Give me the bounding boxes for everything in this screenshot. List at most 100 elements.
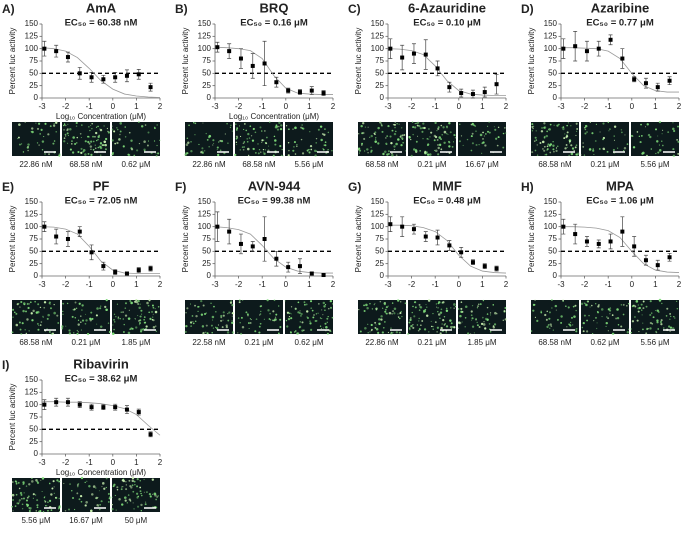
data-point xyxy=(400,224,405,229)
y-tick-label: 25 xyxy=(548,81,557,90)
cell xyxy=(97,146,99,149)
cell xyxy=(383,327,385,329)
cell xyxy=(123,496,127,499)
cell xyxy=(139,316,141,318)
cell xyxy=(440,138,442,140)
cell xyxy=(136,492,139,495)
y-tick-label: 25 xyxy=(375,259,384,268)
cell xyxy=(411,121,414,123)
cell xyxy=(638,135,641,138)
cell xyxy=(437,310,439,313)
cell xyxy=(147,304,150,307)
cell xyxy=(298,311,301,315)
cell xyxy=(671,327,675,330)
cell xyxy=(88,485,91,488)
cell xyxy=(475,144,478,146)
cell xyxy=(80,147,83,150)
cell xyxy=(231,304,234,307)
cell xyxy=(656,140,659,143)
y-tick-label: 100 xyxy=(544,222,558,231)
cell xyxy=(640,303,643,306)
cell xyxy=(369,331,371,333)
cell xyxy=(216,153,220,157)
cell xyxy=(553,151,555,153)
cell xyxy=(190,141,192,143)
cell xyxy=(190,150,193,153)
cell xyxy=(249,125,252,128)
cell xyxy=(387,305,389,307)
cell xyxy=(531,151,534,154)
cell xyxy=(399,300,402,303)
cell xyxy=(89,129,91,132)
cell xyxy=(96,139,98,142)
cell xyxy=(534,140,536,142)
cell xyxy=(331,303,334,305)
y-tick-label: 50 xyxy=(375,246,384,255)
cell xyxy=(185,324,188,328)
cell xyxy=(15,482,18,485)
cell xyxy=(555,147,558,149)
cell xyxy=(386,135,389,137)
cell xyxy=(397,313,399,315)
data-point xyxy=(435,66,440,71)
cell xyxy=(555,149,558,152)
cell xyxy=(24,329,26,331)
cell xyxy=(90,124,92,126)
cell xyxy=(28,507,30,509)
cell xyxy=(314,154,317,157)
cell xyxy=(227,142,229,144)
cell xyxy=(53,140,56,142)
cell xyxy=(127,317,131,320)
y-tick-label: 150 xyxy=(198,197,212,206)
cell xyxy=(234,153,237,156)
cell xyxy=(373,303,375,306)
cell xyxy=(47,501,49,504)
cell xyxy=(22,481,25,484)
image-label: 22.86 nM xyxy=(19,160,53,169)
cell xyxy=(568,323,570,325)
data-point xyxy=(584,49,589,54)
cell xyxy=(32,497,34,499)
fit-curve xyxy=(41,226,160,274)
cell xyxy=(238,301,241,304)
x-tick-label: 0 xyxy=(457,102,462,111)
image-label: 68.58 nM xyxy=(365,160,399,169)
cell xyxy=(436,130,438,132)
cell xyxy=(258,314,261,316)
image-label: 50 μM xyxy=(125,516,148,525)
cell xyxy=(672,127,675,131)
cell xyxy=(474,125,477,127)
cell xyxy=(285,125,288,127)
cell xyxy=(210,302,212,304)
cell xyxy=(130,139,133,142)
cell xyxy=(676,138,678,141)
cell xyxy=(275,313,278,316)
x-axis-label: Log₁₀ Concentration (μM) xyxy=(229,112,320,121)
cell xyxy=(231,130,233,132)
cell xyxy=(445,307,448,310)
cell xyxy=(257,143,259,145)
cell xyxy=(53,304,55,306)
data-point xyxy=(388,46,393,51)
cell xyxy=(142,328,145,331)
micrograph xyxy=(581,122,629,156)
cell xyxy=(642,328,644,331)
cell xyxy=(393,307,397,311)
cell xyxy=(207,136,211,139)
cell xyxy=(323,133,326,136)
cell xyxy=(311,309,314,312)
cell xyxy=(449,325,453,329)
cell xyxy=(602,147,606,151)
cell xyxy=(324,304,327,306)
cell xyxy=(390,141,393,145)
cell xyxy=(327,148,329,151)
cell xyxy=(23,303,26,306)
cell xyxy=(15,312,18,315)
cell xyxy=(549,123,552,126)
cell xyxy=(250,135,253,137)
cell xyxy=(584,132,587,135)
cell xyxy=(473,332,475,334)
cell xyxy=(620,325,623,328)
cell xyxy=(128,498,131,501)
cell xyxy=(25,332,28,335)
